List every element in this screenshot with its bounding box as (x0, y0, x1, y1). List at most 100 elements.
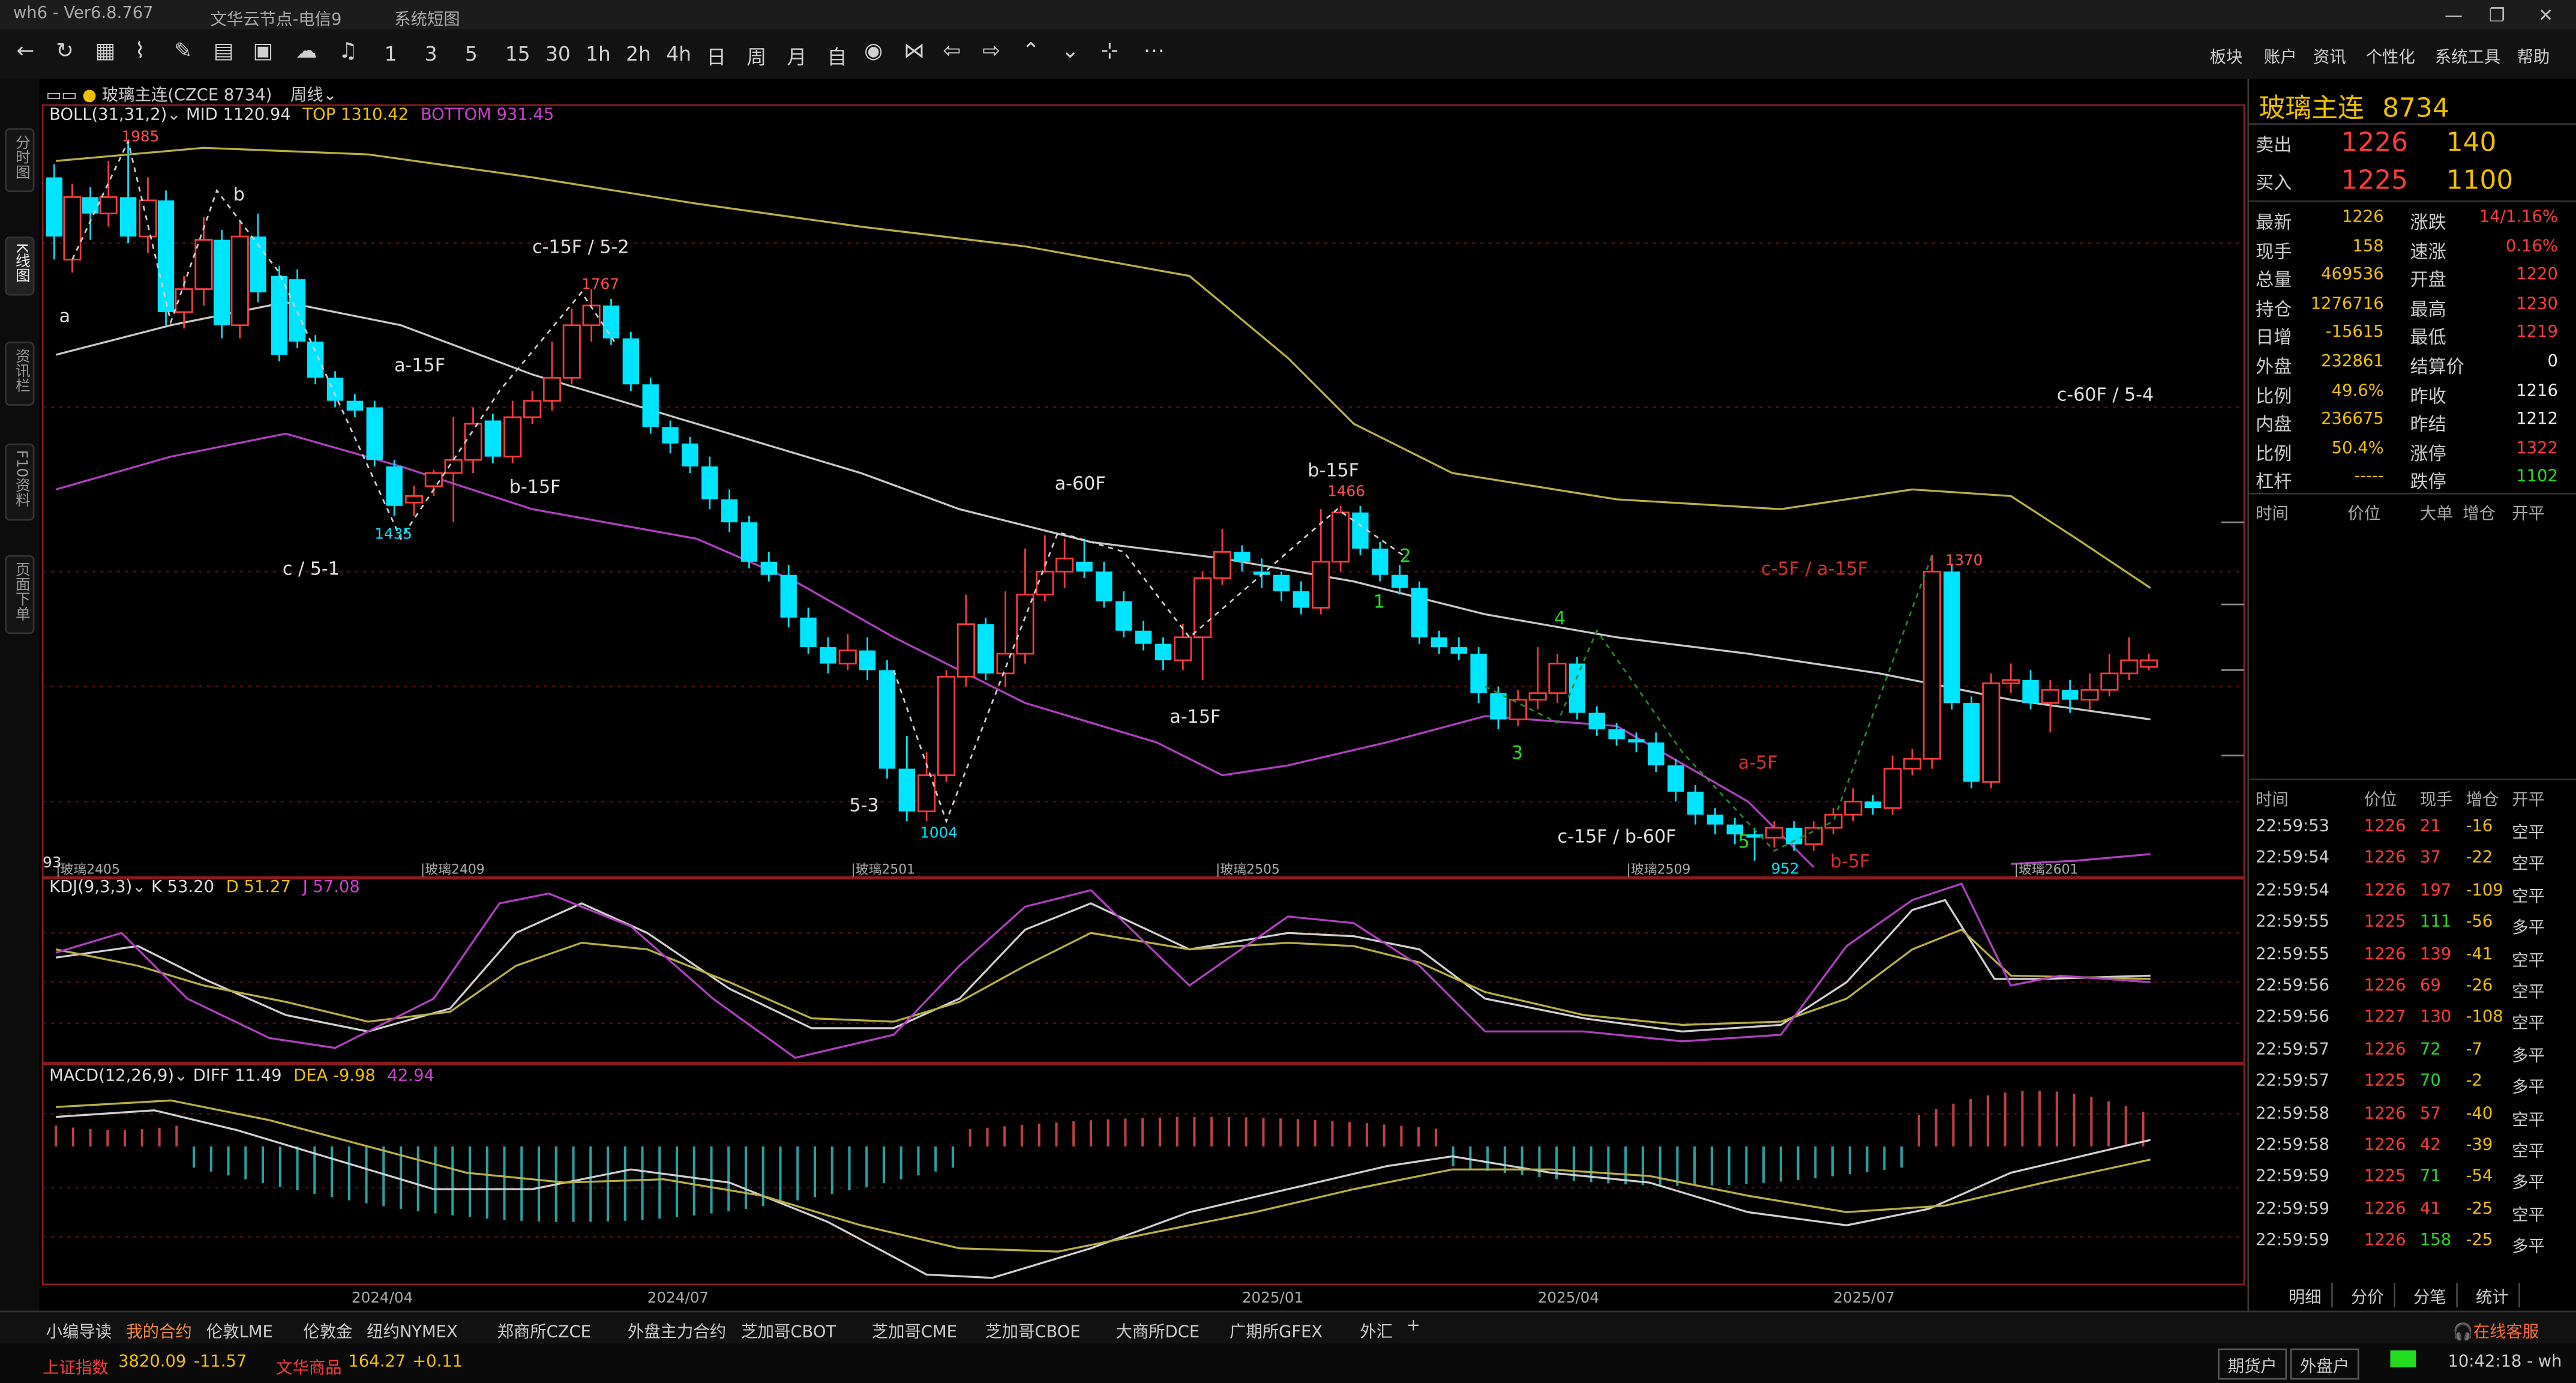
period-button-10[interactable]: 月 (787, 46, 807, 69)
macd-diff: DIFF 11.49 (193, 1067, 282, 1086)
tab-f10[interactable]: F10资料 (5, 443, 35, 520)
cloud-icon[interactable]: ☁ (295, 39, 317, 64)
market-tab-2[interactable]: 伦敦LME (206, 1324, 273, 1342)
market-tab-6[interactable]: 外盘主力合约 (627, 1324, 727, 1342)
close-icon[interactable]: ✕ (2538, 5, 2554, 26)
trade-type: 空平 (2512, 856, 2545, 875)
candle-body (386, 466, 403, 506)
menu-account[interactable]: 账户 (2263, 49, 2297, 68)
market-tab-13[interactable]: + (1407, 1317, 1421, 1336)
bell-icon[interactable]: ♫ (338, 39, 358, 64)
market-tab-8[interactable]: 芝加哥CME (871, 1324, 957, 1342)
candle-body (602, 305, 620, 339)
wave-line (893, 508, 1404, 824)
period-button-2[interactable]: 5 (464, 43, 478, 66)
grid-icon[interactable]: ▤ (213, 39, 234, 64)
line-chart-icon[interactable]: ⌇ (134, 39, 145, 64)
boll-label[interactable]: BOLL(31,31,2) (49, 106, 167, 125)
server-node[interactable]: 文华云节点-电信9 (210, 11, 342, 30)
period-button-5[interactable]: 1h (586, 43, 611, 66)
sell-row[interactable]: 卖出 1226 140 (2249, 127, 2576, 163)
menu-news[interactable]: 资讯 (2313, 49, 2346, 68)
period-button-9[interactable]: 周 (746, 46, 767, 69)
market-tab-1[interactable]: 我的合约 (126, 1324, 192, 1342)
period-button-6[interactable]: 2h (626, 43, 651, 66)
more-icon[interactable]: ⋯ (1143, 39, 1165, 64)
back-icon[interactable]: ← (16, 39, 35, 64)
minimize-icon[interactable]: — (2444, 5, 2463, 26)
market-tab-9[interactable]: 芝加哥CBOE (985, 1324, 1081, 1342)
trades-col-4: 开平 (2512, 791, 2545, 810)
candle-body (1352, 512, 1369, 549)
menu-personalize[interactable]: 个性化 (2365, 49, 2415, 68)
market-tab-5[interactable]: 郑商所CZCE (497, 1324, 591, 1342)
system-menu[interactable]: 系统短图 (394, 11, 460, 30)
market-tab-11[interactable]: 广期所GFEX (1229, 1324, 1323, 1342)
menu-sector[interactable]: 板块 (2209, 49, 2243, 68)
period-button-0[interactable]: 1 (384, 43, 397, 66)
period-button-1[interactable]: 3 (424, 43, 437, 66)
candle-body (63, 196, 82, 261)
tab-timeshare-label: 分时图 (12, 134, 29, 179)
detail-tab-0[interactable]: 明细 (2278, 1283, 2333, 1308)
trade-type: 空平 (2512, 984, 2545, 1002)
fit-icon[interactable]: ⋈ (903, 39, 925, 64)
crosshair-icon[interactable]: ⊹ (1100, 39, 1119, 64)
period-button-4[interactable]: 30 (545, 43, 571, 66)
period-select[interactable]: 周线 (290, 87, 323, 106)
tab-kline[interactable]: K线图 (5, 237, 35, 296)
title-bar: wh6 - Ver6.8.767 文华云节点-电信9 系统短图 — ❐ ✕ (0, 0, 2576, 30)
market-tab-3[interactable]: 伦敦金 (303, 1324, 353, 1342)
refresh-icon[interactable]: ↻ (56, 39, 74, 64)
x-axis: 2024/04 2024/07 2025/01 2025/04 2025/07 (352, 1289, 1895, 1306)
detail-tab-1[interactable]: 分价 (2341, 1283, 2395, 1308)
arrow-right-icon[interactable]: ⇨ (982, 39, 1001, 64)
period-button-11[interactable]: 自 (827, 46, 847, 69)
kdj-label[interactable]: KDJ(9,3,3) (49, 878, 133, 897)
table-icon[interactable]: ▦ (95, 39, 116, 64)
period-button-8[interactable]: 日 (706, 46, 727, 69)
candle-body (1115, 601, 1132, 631)
symbol-label[interactable]: ▭▭ ● 玻璃主连(CZCE 8734) 周线⌄ (46, 80, 337, 105)
period-button-3[interactable]: 15 (505, 43, 530, 66)
trade-oi-change: -25 (2466, 1232, 2493, 1250)
chart-annotation: 952 (1771, 860, 1799, 878)
service-link[interactable]: 🎧在线客服 (2453, 1318, 2539, 1342)
sell-label: 卖出 (2256, 134, 2292, 156)
eye-icon[interactable]: ◉ (864, 39, 883, 64)
chart-area[interactable]: 1985 a b c-15F / 5-2 1767 a-15F b-15F 1435 c / 5… (39, 79, 2248, 1311)
layout-icon[interactable]: ▣ (253, 39, 274, 64)
chevron-down-icon: ⌄ (174, 1067, 193, 1086)
detail-tab-3[interactable]: 统计 (2466, 1283, 2520, 1308)
zoom-in-icon[interactable]: ⌃ (1021, 39, 1040, 64)
market-tab-7[interactable]: 芝加哥CBOT (741, 1324, 836, 1342)
candle-body (1431, 637, 1448, 648)
arrow-left-icon[interactable]: ⇦ (943, 39, 961, 64)
market-tab-0[interactable]: 小编导读 (46, 1324, 112, 1342)
detail-tab-2[interactable]: 分笔 (2404, 1283, 2458, 1308)
chart-annotation: c-15F / 5-2 (532, 237, 629, 258)
period-button-7[interactable]: 4h (666, 43, 691, 66)
macd-label[interactable]: MACD(12,26,9) (49, 1067, 175, 1086)
tab-timeshare[interactable]: 分时图 (5, 128, 35, 193)
clock: 10:42:18 - wh (2448, 1353, 2562, 1372)
foreign-account-button[interactable]: 外盘户 (2290, 1348, 2359, 1380)
trade-row: 22:59:53 1226 21 -16 空平 (2249, 815, 2576, 843)
market-tab-10[interactable]: 大商所DCE (1115, 1324, 1200, 1342)
buy-row[interactable]: 买入 1225 1100 (2249, 164, 2576, 200)
tab-news[interactable]: 资讯栏 (5, 342, 35, 406)
ticks-col-2: 大单 (2419, 505, 2453, 524)
trade-price: 1226 (2364, 1104, 2406, 1123)
menu-system-tools[interactable]: 系统工具 (2434, 49, 2501, 68)
draw-icon[interactable]: ✎ (174, 39, 193, 64)
market-tab-12[interactable]: 外汇 (1360, 1324, 1393, 1342)
menu-help[interactable]: 帮助 (2517, 49, 2550, 68)
zoom-out-icon[interactable]: ⌄ (1061, 39, 1079, 64)
tab-order[interactable]: 页面下单 (5, 555, 35, 634)
candle-body (2120, 659, 2139, 675)
futures-account-button[interactable]: 期货户 (2218, 1348, 2287, 1380)
market-tab-4[interactable]: 纽约NYMEX (367, 1324, 458, 1342)
restore-icon[interactable]: ❐ (2488, 5, 2505, 26)
chart-annotation: 5 (1738, 831, 1750, 852)
